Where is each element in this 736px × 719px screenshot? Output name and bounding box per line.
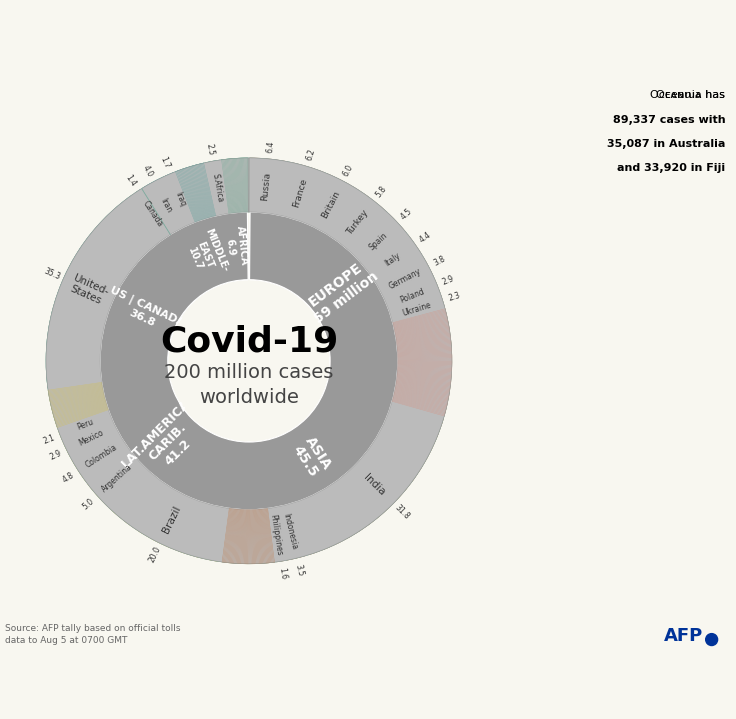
Text: Philippines: Philippines	[269, 513, 284, 556]
Text: 89,337 cases with: 89,337 cases with	[612, 114, 725, 124]
Circle shape	[171, 283, 328, 439]
Wedge shape	[230, 384, 392, 510]
Text: Canada: Canada	[141, 199, 164, 229]
Text: EUROPE
59 million: EUROPE 59 million	[301, 257, 381, 327]
Wedge shape	[365, 234, 422, 283]
Wedge shape	[88, 452, 145, 506]
Wedge shape	[205, 160, 227, 216]
Wedge shape	[171, 216, 230, 291]
Text: 4.4: 4.4	[417, 230, 433, 244]
Text: 5.8: 5.8	[374, 184, 389, 199]
Wedge shape	[143, 177, 186, 234]
Text: AFRICA
6.9: AFRICA 6.9	[223, 226, 249, 267]
Wedge shape	[279, 162, 325, 223]
Wedge shape	[250, 212, 397, 400]
Text: 3.5: 3.5	[294, 563, 305, 577]
Text: 2.5: 2.5	[205, 142, 216, 156]
Wedge shape	[102, 373, 237, 508]
Circle shape	[706, 633, 718, 646]
Text: Argentina: Argentina	[100, 462, 135, 493]
Text: 6.0: 6.0	[342, 162, 355, 178]
Wedge shape	[48, 383, 108, 428]
Text: 20.0: 20.0	[147, 545, 163, 564]
Wedge shape	[385, 278, 440, 311]
Wedge shape	[389, 295, 445, 321]
Text: Oᴄᴇᴀɴɯᴀ has: Oᴄᴇᴀɴɯᴀ has	[651, 91, 725, 100]
Text: 3.8: 3.8	[432, 254, 447, 267]
Wedge shape	[292, 403, 444, 555]
Wedge shape	[330, 191, 387, 252]
Wedge shape	[100, 235, 205, 380]
Wedge shape	[377, 257, 434, 299]
Text: S.Africa: S.Africa	[210, 173, 224, 203]
Text: 31.8: 31.8	[393, 503, 411, 521]
Wedge shape	[63, 420, 118, 457]
Text: Brazil: Brazil	[161, 504, 183, 534]
Wedge shape	[306, 173, 358, 236]
Wedge shape	[175, 163, 216, 222]
Wedge shape	[269, 508, 285, 562]
Text: 35,087 in Australia: 35,087 in Australia	[606, 139, 725, 149]
Text: 4.0: 4.0	[141, 164, 154, 179]
Wedge shape	[392, 308, 452, 416]
Text: Colombia: Colombia	[84, 443, 118, 470]
Wedge shape	[277, 503, 306, 560]
Text: US | CANADA
36.8: US | CANADA 36.8	[103, 285, 186, 339]
Text: Covid-19: Covid-19	[160, 325, 338, 359]
Wedge shape	[46, 194, 164, 388]
Text: 2.9: 2.9	[48, 448, 63, 462]
Wedge shape	[109, 469, 227, 562]
Text: Iran: Iran	[158, 197, 173, 215]
Text: 5.0: 5.0	[81, 496, 96, 511]
Text: Russia: Russia	[261, 171, 272, 201]
Text: Britain: Britain	[319, 190, 342, 220]
Text: Spain: Spain	[367, 231, 389, 252]
Wedge shape	[46, 158, 452, 564]
Wedge shape	[351, 214, 406, 267]
Text: Mexico: Mexico	[77, 428, 105, 447]
Text: MIDDLE-
EAST
10.7: MIDDLE- EAST 10.7	[182, 226, 230, 282]
Text: India: India	[361, 472, 386, 497]
Text: 1.6: 1.6	[277, 567, 288, 580]
Wedge shape	[222, 158, 248, 214]
Wedge shape	[250, 158, 288, 215]
Wedge shape	[100, 212, 397, 510]
Wedge shape	[71, 432, 130, 482]
Text: Peru: Peru	[76, 418, 95, 432]
Text: United-
States: United- States	[66, 273, 110, 308]
Text: 1.4: 1.4	[124, 173, 138, 188]
Text: Source: AFP tally based on official tolls
data to Aug 5 at 0700 GMT: Source: AFP tally based on official toll…	[5, 624, 181, 645]
Text: 2.3: 2.3	[447, 291, 461, 303]
Text: Iraq: Iraq	[173, 191, 187, 208]
Wedge shape	[218, 212, 248, 281]
Text: 4.5: 4.5	[399, 207, 414, 222]
Text: ASIA
45.5: ASIA 45.5	[289, 434, 334, 481]
Wedge shape	[46, 158, 452, 564]
Text: France: France	[291, 177, 308, 209]
Text: 6.4: 6.4	[265, 140, 275, 153]
Text: 35.3: 35.3	[43, 267, 62, 282]
Wedge shape	[165, 173, 194, 225]
Text: 2.1: 2.1	[41, 433, 56, 446]
Wedge shape	[58, 411, 112, 440]
Text: Germany: Germany	[387, 267, 422, 291]
Text: Italy: Italy	[383, 252, 403, 268]
Text: 1.7: 1.7	[158, 156, 171, 170]
Wedge shape	[135, 189, 169, 238]
Text: 4.8: 4.8	[60, 470, 76, 485]
Text: LAT.AMERICA/
CARIB.
41.2: LAT.AMERICA/ CARIB. 41.2	[118, 393, 217, 491]
Text: 200 million cases
worldwide: 200 million cases worldwide	[164, 363, 333, 407]
Text: Poland: Poland	[399, 286, 426, 304]
Text: Oceania has: Oceania has	[657, 91, 725, 100]
Text: AFP: AFP	[665, 627, 704, 645]
Text: 6.2: 6.2	[305, 148, 317, 162]
Wedge shape	[222, 508, 275, 564]
Text: and 33,920 in Fiji: and 33,920 in Fiji	[617, 163, 725, 173]
Text: 2.9: 2.9	[442, 275, 456, 288]
Text: Ukraine: Ukraine	[401, 300, 433, 318]
Text: Indonesia: Indonesia	[281, 513, 299, 551]
Text: Turkey: Turkey	[344, 208, 370, 237]
